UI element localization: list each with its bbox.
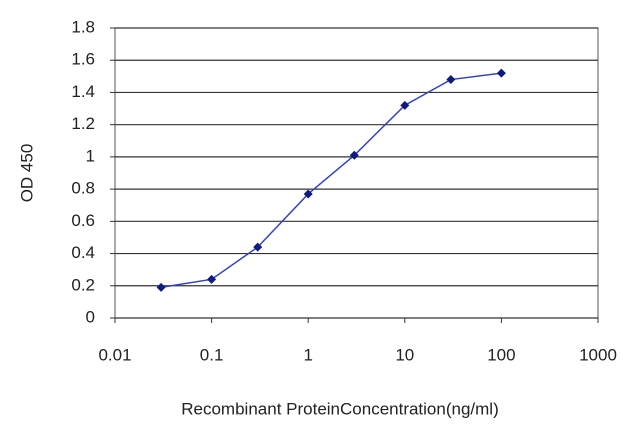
y-axis-label: OD 450 xyxy=(17,144,36,203)
x-tick-label: 0.1 xyxy=(200,345,224,364)
y-tick-label: 0.6 xyxy=(71,211,95,230)
data-marker xyxy=(303,189,313,199)
plot-area xyxy=(114,27,599,319)
y-tick-label: 1.2 xyxy=(71,114,95,133)
y-tick-label: 0.8 xyxy=(71,179,95,198)
y-tick-label: 1 xyxy=(86,146,95,165)
y-tick-label: 0.2 xyxy=(71,275,95,294)
y-tick-label: 1.6 xyxy=(71,50,95,69)
y-tick-label: 0.4 xyxy=(71,243,95,262)
y-tick-label: 1.4 xyxy=(71,82,95,101)
data-marker xyxy=(253,242,263,252)
data-marker xyxy=(496,68,506,78)
data-marker xyxy=(400,100,410,110)
x-tick-label: 0.01 xyxy=(98,345,131,364)
x-tick-label: 1 xyxy=(303,345,312,364)
y-tick-label: 1.8 xyxy=(71,17,95,36)
x-tick-label: 1000 xyxy=(579,345,617,364)
x-axis-label: Recombinant ProteinConcentration(ng/ml) xyxy=(181,399,499,418)
x-tick-label: 100 xyxy=(487,345,515,364)
data-marker xyxy=(156,282,166,292)
y-tick-label: 0 xyxy=(86,307,95,326)
data-marker xyxy=(207,274,217,284)
x-tick-label: 10 xyxy=(395,345,414,364)
data-marker xyxy=(349,150,359,160)
data-marker xyxy=(446,75,456,85)
data-line xyxy=(160,72,502,289)
